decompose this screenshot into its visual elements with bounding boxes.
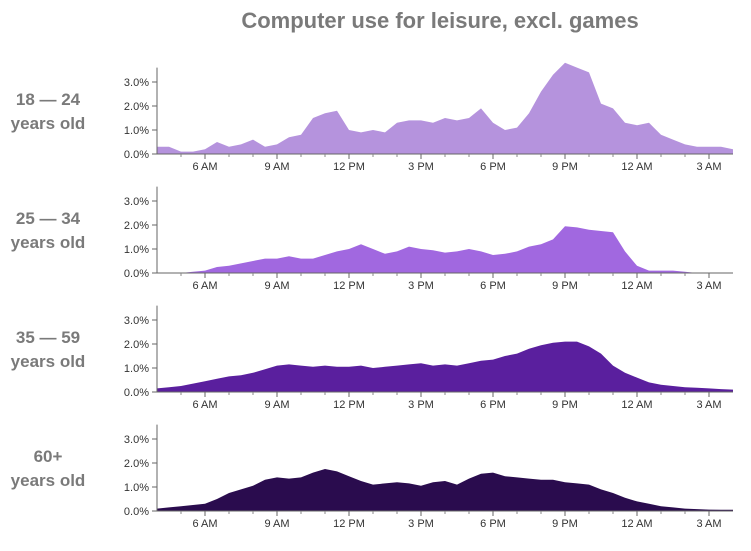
age-group-label-line2: years old bbox=[10, 352, 86, 371]
age-group-label-line1: 35 — 59 bbox=[15, 328, 81, 347]
age-group-label-line2: years old bbox=[10, 233, 86, 252]
y-tick-label: 2.0% bbox=[124, 458, 149, 470]
y-tick-label: 3.0% bbox=[124, 434, 149, 446]
x-tick-label: 3 AM bbox=[696, 161, 721, 173]
x-tick-label: 12 PM bbox=[333, 518, 365, 530]
x-tick-label: 6 PM bbox=[480, 280, 506, 292]
age-group-label-line1: 18 — 24 bbox=[15, 90, 81, 109]
x-tick-label: 3 AM bbox=[696, 280, 721, 292]
panel-3: 0.0% 1.0% 2.0% 3.0% 6 AM 9 AM 12 PM 3 PM 6 PM 9 P… bbox=[124, 424, 733, 530]
x-tick-label: 12 AM bbox=[621, 399, 652, 411]
y-tick-label: 0.0% bbox=[124, 149, 149, 161]
x-tick-label: 3 PM bbox=[408, 280, 434, 292]
chart-title: Computer use for leisure, excl. games bbox=[241, 8, 639, 33]
area-series-0 bbox=[157, 62, 733, 154]
age-group-label: 60+ years old bbox=[0, 445, 96, 493]
x-tick-label: 6 PM bbox=[480, 399, 506, 411]
x-tick-label: 3 PM bbox=[408, 399, 434, 411]
panel-0: 0.0% 1.0% 2.0% 3.0% 6 AM 9 AM 12 PM 3 PM 6 PM 9 P… bbox=[124, 62, 733, 173]
x-tick-label: 3 AM bbox=[696, 518, 721, 530]
x-tick-label: 6 AM bbox=[192, 280, 217, 292]
y-tick-label: 1.0% bbox=[124, 363, 149, 375]
x-tick-label: 6 PM bbox=[480, 518, 506, 530]
y-tick-label: 0.0% bbox=[124, 268, 149, 280]
y-tick-label: 3.0% bbox=[124, 196, 149, 208]
x-tick-label: 12 PM bbox=[333, 161, 365, 173]
x-tick-label: 6 PM bbox=[480, 161, 506, 173]
x-tick-label: 9 PM bbox=[552, 280, 578, 292]
x-tick-label: 9 AM bbox=[264, 280, 289, 292]
y-tick-label: 2.0% bbox=[124, 220, 149, 232]
x-tick-label: 9 AM bbox=[264, 399, 289, 411]
panel-2: 0.0% 1.0% 2.0% 3.0% 6 AM 9 AM 12 PM 3 PM 6 PM 9 P… bbox=[124, 305, 733, 411]
x-tick-label: 12 AM bbox=[621, 518, 652, 530]
area-series-3 bbox=[157, 469, 733, 511]
age-group-label-line1: 25 — 34 bbox=[15, 209, 81, 228]
area-series-2 bbox=[157, 341, 733, 392]
y-tick-label: 0.0% bbox=[124, 506, 149, 518]
x-tick-label: 9 PM bbox=[552, 399, 578, 411]
y-tick-label: 0.0% bbox=[124, 387, 149, 399]
x-tick-label: 12 PM bbox=[333, 280, 365, 292]
x-tick-label: 9 PM bbox=[552, 518, 578, 530]
x-tick-label: 3 PM bbox=[408, 518, 434, 530]
x-tick-label: 6 AM bbox=[192, 518, 217, 530]
age-group-label: 35 — 59 years old bbox=[0, 326, 96, 374]
area-series-1 bbox=[157, 226, 733, 273]
age-group-label-line1: 60+ bbox=[33, 447, 63, 466]
panel-1: 0.0% 1.0% 2.0% 3.0% 6 AM 9 AM 12 PM 3 PM 6 PM 9 P… bbox=[124, 186, 733, 292]
x-tick-label: 6 AM bbox=[192, 161, 217, 173]
x-tick-label: 3 AM bbox=[696, 399, 721, 411]
y-tick-label: 1.0% bbox=[124, 244, 149, 256]
age-group-label-line2: years old bbox=[10, 471, 86, 490]
age-group-label: 25 — 34 years old bbox=[0, 207, 96, 255]
x-tick-label: 3 PM bbox=[408, 161, 434, 173]
x-tick-label: 9 AM bbox=[264, 161, 289, 173]
x-tick-label: 9 PM bbox=[552, 161, 578, 173]
y-tick-label: 3.0% bbox=[124, 315, 149, 327]
x-tick-label: 9 AM bbox=[264, 518, 289, 530]
x-tick-label: 12 AM bbox=[621, 161, 652, 173]
x-tick-label: 6 AM bbox=[192, 399, 217, 411]
x-tick-label: 12 AM bbox=[621, 280, 652, 292]
y-tick-label: 2.0% bbox=[124, 339, 149, 351]
age-group-label-line2: years old bbox=[10, 114, 86, 133]
y-tick-label: 2.0% bbox=[124, 101, 149, 113]
x-tick-label: 12 PM bbox=[333, 399, 365, 411]
y-tick-label: 1.0% bbox=[124, 125, 149, 137]
age-group-label: 18 — 24 years old bbox=[0, 88, 96, 136]
y-tick-label: 3.0% bbox=[124, 77, 149, 89]
y-tick-label: 1.0% bbox=[124, 482, 149, 494]
